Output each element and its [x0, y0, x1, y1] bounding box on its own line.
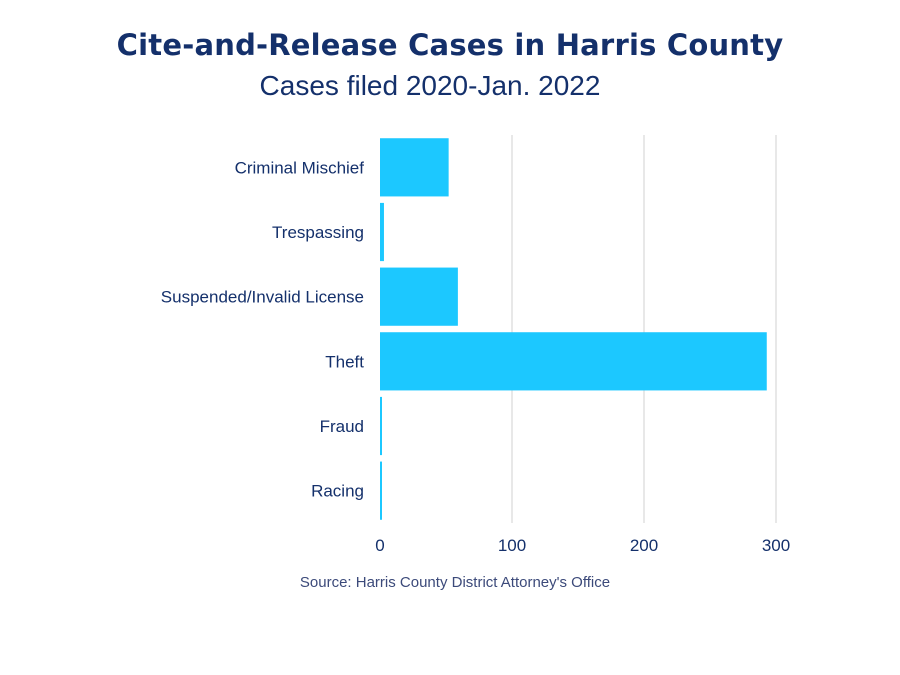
- source-note: Source: Harris County District Attorney'…: [299, 574, 611, 591]
- category-label-trespassing: Trespassing: [272, 223, 364, 242]
- bar-fraud: [380, 396, 382, 456]
- x-tick-label-300: 300: [762, 536, 790, 555]
- x-tick-label-0: 0: [375, 536, 384, 555]
- x-tick-label-100: 100: [498, 536, 526, 555]
- category-label-fraud: Fraud: [320, 417, 364, 436]
- category-label-suspended-invalid-license: Suspended/Invalid License: [161, 288, 364, 307]
- category-labels: Criminal Mischief Trespassing Suspended/In…: [161, 158, 364, 500]
- bar-racing: [380, 461, 382, 520]
- bar-theft: [380, 332, 767, 391]
- category-label-theft: Theft: [325, 352, 364, 371]
- category-label-criminal-mischief: Criminal Mischief: [235, 158, 365, 177]
- bar-suspended-invalid-license: [380, 267, 458, 326]
- bar-criminal-mischief: [380, 138, 449, 197]
- category-label-racing: Racing: [311, 482, 364, 501]
- grid-lines: [511, 135, 777, 523]
- bar-trespassing: [380, 202, 384, 262]
- chart-title: Cite-and-Release Cases in Harris County: [116, 28, 784, 62]
- bars: [380, 138, 767, 520]
- x-tick-label-200: 200: [630, 536, 658, 555]
- x-tick-labels: 0 100 200 300: [375, 536, 790, 555]
- chart-subtitle: Cases filed 2020-Jan. 2022: [259, 70, 601, 101]
